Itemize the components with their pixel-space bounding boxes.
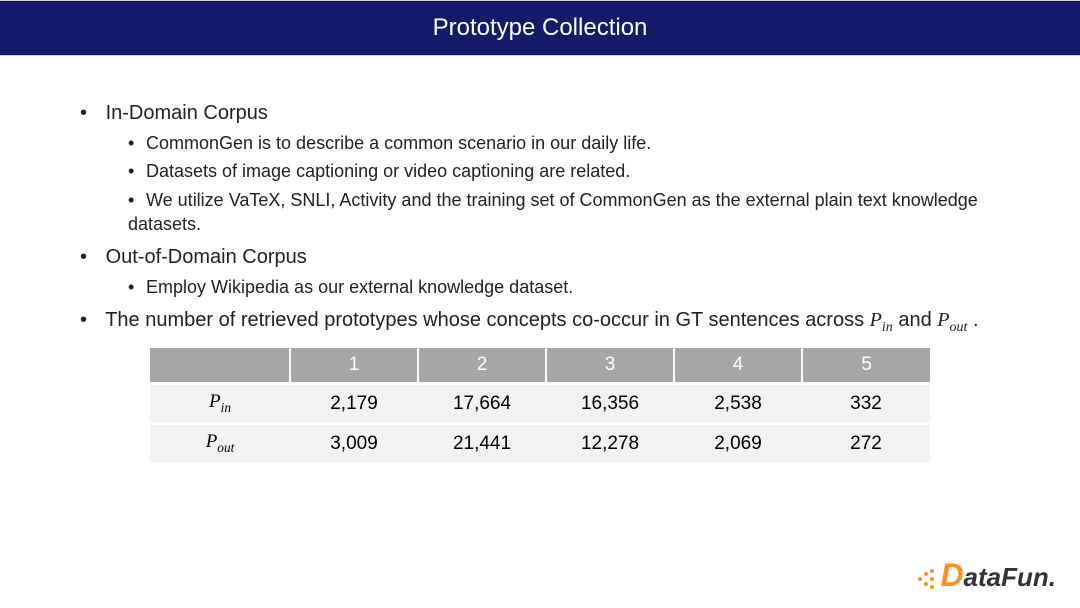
- row1-label-main: P: [206, 431, 218, 452]
- logo-text-fun: Fun.: [1001, 562, 1056, 592]
- symbol-pin: Pin: [870, 309, 893, 331]
- table-cell: 332: [802, 384, 930, 424]
- bullet-datasets-text: We utilize VaTeX, SNLI, Activity and the…: [128, 190, 978, 234]
- slide-title: Prototype Collection: [433, 14, 648, 42]
- bullet-datasets: We utilize VaTeX, SNLI, Activity and the…: [128, 188, 1000, 237]
- bullet-in-domain: In-Domain Corpus CommonGen is to describ…: [80, 100, 1000, 236]
- table-cell: 2,538: [674, 384, 802, 424]
- prototype-table: 1 2 3 4 5 Pin 2,179 17,664 16,356 2,538 …: [150, 348, 930, 462]
- table-header-1: 1: [290, 348, 418, 384]
- bullet-in-domain-text: In-Domain Corpus: [106, 102, 268, 124]
- logo-text-ata: ata: [964, 562, 1002, 592]
- slide-content: In-Domain Corpus CommonGen is to describ…: [0, 56, 1080, 462]
- table-cell: 3,009: [290, 424, 418, 462]
- symbol-pout: Pout: [937, 309, 967, 331]
- symbol-pout-main: P: [937, 309, 949, 331]
- bullet-retrieved-count: The number of retrieved prototypes whose…: [80, 307, 1000, 338]
- symbol-pin-main: P: [870, 309, 882, 331]
- slide-header: Prototype Collection: [0, 0, 1080, 56]
- row0-label-main: P: [209, 391, 221, 412]
- table-header-2: 2: [418, 348, 546, 384]
- row0-label-sub: in: [221, 400, 231, 415]
- table-row-label-pin: Pin: [150, 384, 290, 424]
- logo-dots-icon: [916, 568, 938, 590]
- bullet-out-domain-sublist: Employ Wikipedia as our external knowled…: [80, 275, 1000, 299]
- bullet-captioning: Datasets of image captioning or video ca…: [128, 159, 1000, 183]
- table-cell: 2,179: [290, 384, 418, 424]
- table-row: Pout 3,009 21,441 12,278 2,069 272: [150, 424, 930, 462]
- logo-letter-d: D: [940, 557, 963, 593]
- bullet-wikipedia: Employ Wikipedia as our external knowled…: [128, 275, 1000, 299]
- symbol-pin-sub: in: [882, 320, 893, 335]
- table-header-blank: [150, 348, 290, 384]
- bullet-out-domain-text: Out-of-Domain Corpus: [106, 246, 307, 268]
- table-container: 1 2 3 4 5 Pin 2,179 17,664 16,356 2,538 …: [80, 348, 1000, 462]
- bullet-retrieved-prefix: The number of retrieved prototypes whose…: [105, 309, 869, 331]
- table-cell: 2,069: [674, 424, 802, 462]
- datafun-logo: DataFun.: [916, 557, 1056, 594]
- table-header-5: 5: [802, 348, 930, 384]
- table-header-row: 1 2 3 4 5: [150, 348, 930, 384]
- bullet-commongen-text: CommonGen is to describe a common scenar…: [146, 133, 651, 153]
- table-cell: 16,356: [546, 384, 674, 424]
- table-cell: 12,278: [546, 424, 674, 462]
- bullet-captioning-text: Datasets of image captioning or video ca…: [146, 161, 630, 181]
- table-cell: 21,441: [418, 424, 546, 462]
- table-row: Pin 2,179 17,664 16,356 2,538 332: [150, 384, 930, 424]
- row1-label-sub: out: [217, 440, 234, 455]
- table-header-4: 4: [674, 348, 802, 384]
- bullet-wikipedia-text: Employ Wikipedia as our external knowled…: [146, 277, 573, 297]
- table-header-3: 3: [546, 348, 674, 384]
- bullet-in-domain-sublist: CommonGen is to describe a common scenar…: [80, 131, 1000, 236]
- table-cell: 17,664: [418, 384, 546, 424]
- bullet-commongen: CommonGen is to describe a common scenar…: [128, 131, 1000, 155]
- table-row-label-pout: Pout: [150, 424, 290, 462]
- table-cell: 272: [802, 424, 930, 462]
- bullet-retrieved-mid: and: [898, 309, 937, 331]
- symbol-pout-sub: out: [949, 320, 967, 335]
- bullet-list: In-Domain Corpus CommonGen is to describ…: [80, 100, 1000, 338]
- bullet-out-domain: Out-of-Domain Corpus Employ Wikipedia as…: [80, 244, 1000, 299]
- bullet-retrieved-suffix: .: [973, 309, 979, 331]
